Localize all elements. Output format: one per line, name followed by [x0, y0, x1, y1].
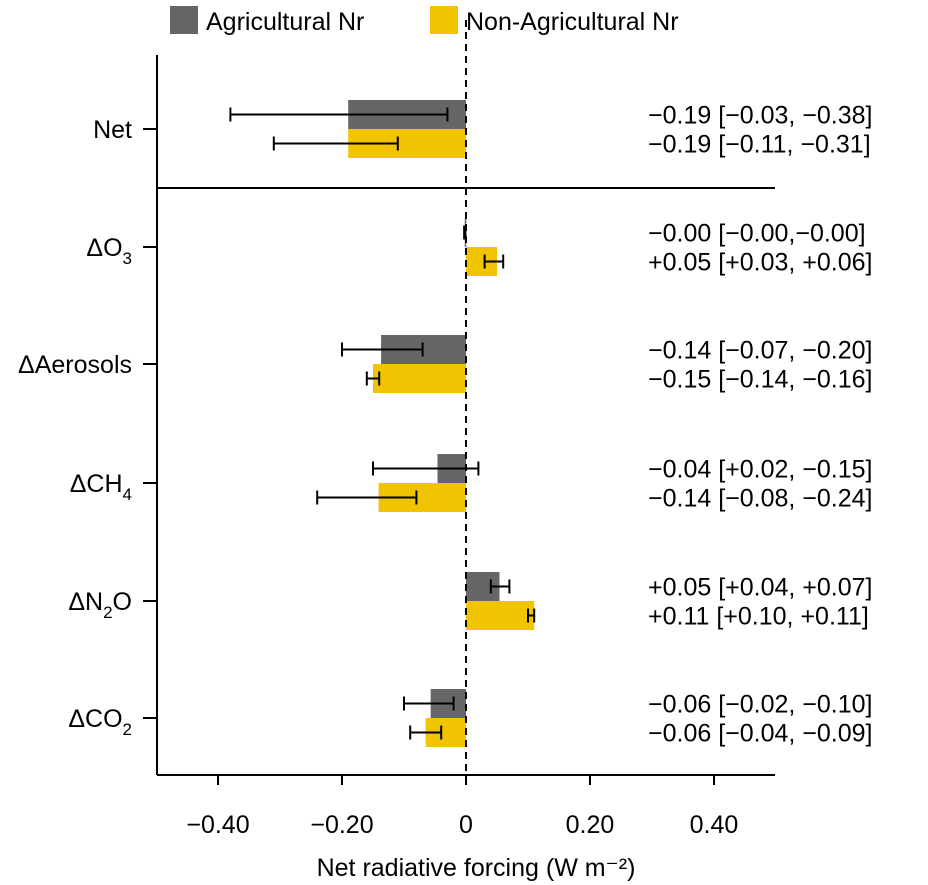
value-label-agricultural-1: −0.00 [−0.00,−0.00]	[648, 220, 866, 248]
bar-non-agricultural-2	[373, 364, 466, 393]
x-tick-label-4: 0.40	[690, 811, 739, 839]
x-tick-label-1: −0.20	[310, 811, 373, 839]
value-label-agricultural-5: −0.06 [−0.02, −0.10]	[648, 691, 873, 719]
legend-label-agricultural: Agricultural Nr	[206, 8, 364, 36]
value-label-agricultural-0: −0.19 [−0.03, −0.38]	[648, 102, 873, 130]
x-tick-label-3: 0.20	[566, 811, 615, 839]
x-axis-title: Net radiative forcing (W m⁻²)	[317, 854, 636, 882]
value-label-non-agricultural-2: −0.15 [−0.14, −0.16]	[648, 366, 873, 394]
x-tick-label-0: −0.40	[186, 811, 249, 839]
value-label-non-agricultural-5: −0.06 [−0.04, −0.09]	[648, 720, 873, 748]
plot-area: −0.19 [−0.03, −0.38] −0.00 [−0.00,−0.00] −…	[18, 20, 873, 839]
bar-non-agricultural-4	[466, 601, 535, 630]
x-tick-label-2: 0	[459, 811, 473, 839]
value-label-non-agricultural-3: −0.14 [−0.08, −0.24]	[648, 485, 873, 513]
category-label-5: ΔCO2	[68, 705, 132, 739]
category-label-3: ΔCH4	[70, 470, 132, 504]
value-label-non-agricultural-1: +0.05 [+0.03, +0.06]	[648, 249, 873, 277]
category-label-2: ΔAerosols	[18, 351, 132, 379]
legend-swatch-agricultural	[170, 6, 198, 34]
legend: Agricultural Nr Non-Agricultural Nr	[170, 6, 679, 36]
legend-label-non-agricultural: Non-Agricultural Nr	[466, 8, 679, 36]
value-label-non-agricultural-4: +0.11 [+0.10, +0.11]	[648, 603, 869, 631]
value-label-agricultural-4: +0.05 [+0.04, +0.07]	[648, 574, 873, 602]
legend-swatch-non-agricultural	[430, 6, 458, 34]
value-label-non-agricultural-0: −0.19 [−0.11, −0.31]	[648, 131, 871, 159]
value-label-agricultural-3: −0.04 [+0.02, −0.15]	[648, 456, 873, 484]
category-label-1: ΔO3	[86, 234, 132, 268]
value-label-agricultural-2: −0.14 [−0.07, −0.20]	[648, 337, 873, 365]
category-label-0: Net	[93, 116, 132, 144]
category-label-4: ΔN2O	[68, 588, 132, 622]
